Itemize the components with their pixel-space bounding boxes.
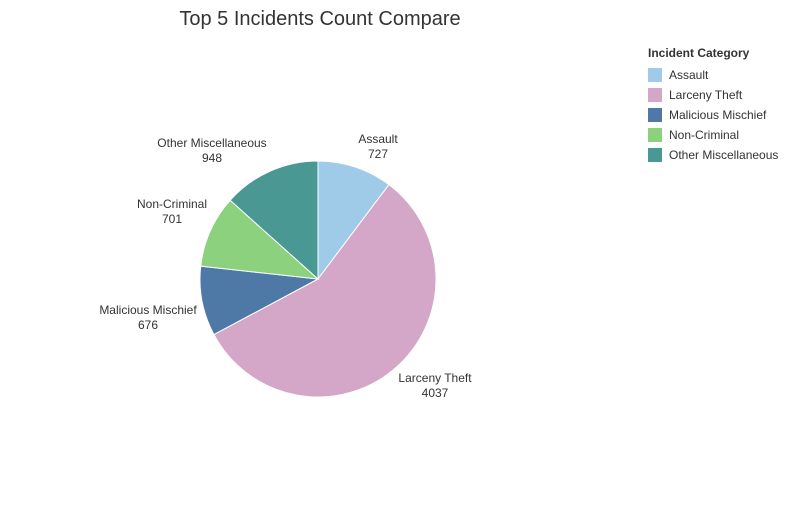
slice-value-label: 701 — [162, 212, 182, 226]
slice-value-label: 948 — [202, 151, 222, 165]
legend-swatch — [648, 68, 662, 82]
legend-swatch — [648, 128, 662, 142]
legend-label: Larceny Theft — [669, 88, 743, 102]
legend-label: Non-Criminal — [669, 128, 740, 142]
legend-swatch — [648, 148, 662, 162]
legend: Incident Category Assault Larceny Theft Ma… — [648, 46, 778, 165]
pie-slice-larceny-theft[interactable] — [213, 183, 437, 398]
legend-label: Assault — [669, 68, 709, 82]
legend-swatch — [648, 108, 662, 122]
legend-item[interactable]: Non-Criminal — [648, 125, 778, 145]
legend-swatch — [648, 88, 662, 102]
slice-label: Non-Criminal — [137, 197, 207, 211]
legend-title: Incident Category — [648, 46, 750, 60]
slice-label: Malicious Mischief — [99, 303, 197, 317]
slice-value-label: 676 — [138, 318, 158, 332]
slice-value-label: 727 — [368, 147, 388, 161]
slice-label: Larceny Theft — [398, 371, 472, 385]
legend-item[interactable]: Larceny Theft — [648, 85, 778, 105]
pie-slice-non-criminal[interactable] — [200, 199, 320, 280]
legend-item[interactable]: Assault — [648, 65, 778, 85]
legend-label: Other Miscellaneous — [669, 148, 779, 162]
legend-item[interactable]: Other Miscellaneous — [648, 145, 778, 165]
legend-label: Malicious Mischief — [669, 108, 767, 122]
slice-value-label: 4037 — [422, 386, 449, 400]
pie-slice-other-miscellaneous[interactable] — [229, 160, 319, 281]
legend-item[interactable]: Malicious Mischief — [648, 105, 778, 125]
slice-label: Assault — [358, 132, 398, 146]
chart-title: Top 5 Incidents Count Compare — [179, 8, 461, 30]
pie-slice-assault[interactable] — [317, 160, 390, 281]
slice-label: Other Miscellaneous — [157, 136, 266, 150]
